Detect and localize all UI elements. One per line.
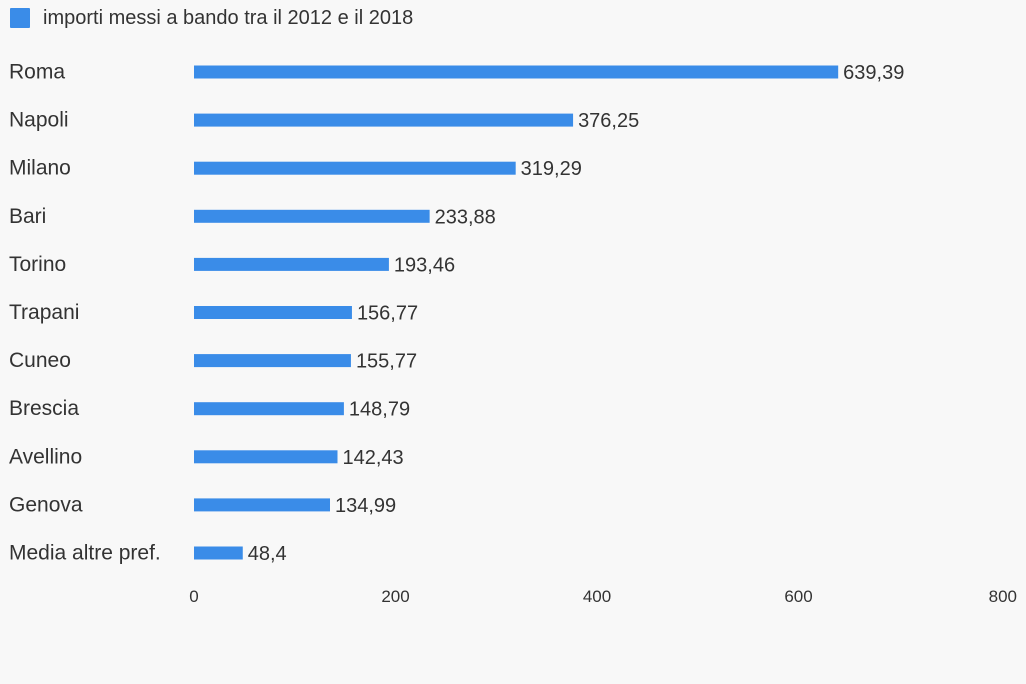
category-label: Avellino — [9, 445, 82, 468]
category-label: Media altre pref. — [9, 542, 161, 565]
bar — [194, 306, 352, 319]
category-label: Napoli — [9, 109, 69, 132]
data-label: 148,79 — [349, 399, 410, 421]
data-label: 639,39 — [843, 62, 904, 84]
legend-label: importi messi a bando tra il 2012 e il 2… — [43, 6, 414, 29]
bar — [194, 257, 389, 271]
category-label: Brescia — [9, 397, 79, 420]
bar — [194, 402, 344, 416]
x-tick-label: 400 — [583, 587, 611, 606]
legend: importi messi a bando tra il 2012 e il 2… — [10, 7, 413, 29]
bar — [194, 498, 331, 512]
data-label: 156,77 — [357, 303, 418, 325]
data-label: 142,43 — [342, 447, 403, 469]
category-label: Roma — [9, 61, 65, 84]
x-tick-label: 0 — [189, 587, 198, 606]
bars — [194, 65, 839, 560]
category-label: Cuneo — [9, 349, 71, 372]
data-label: 48,4 — [248, 543, 287, 565]
bar — [194, 354, 351, 368]
data-label: 376,25 — [578, 110, 639, 132]
bar — [194, 546, 243, 560]
category-labels: Roma Napoli Milano Bari Torino Trapani Cuneo Br… — [9, 61, 161, 565]
bar — [194, 113, 574, 127]
bar — [194, 209, 430, 223]
x-axis-ticks: 0 200 400 600 800 — [189, 587, 1017, 606]
x-tick-label: 800 — [989, 587, 1017, 606]
category-label: Bari — [9, 205, 46, 228]
value-labels: 639,39 376,25 319,29 233,88 193,46 156,77 155,… — [248, 62, 905, 565]
category-label: Genova — [9, 493, 83, 516]
data-label: 233,88 — [435, 206, 496, 228]
bar — [194, 65, 839, 79]
bar — [194, 450, 338, 464]
data-label: 319,29 — [521, 158, 582, 180]
category-label: Torino — [9, 253, 66, 276]
data-label: 193,46 — [394, 254, 455, 276]
data-label: 155,77 — [356, 351, 417, 373]
x-tick-label: 200 — [381, 587, 409, 606]
data-label: 134,99 — [335, 495, 396, 517]
category-label: Trapani — [9, 301, 79, 324]
x-tick-label: 600 — [784, 587, 812, 606]
category-label: Milano — [9, 157, 71, 180]
legend-swatch — [10, 8, 30, 28]
bar — [194, 161, 516, 175]
